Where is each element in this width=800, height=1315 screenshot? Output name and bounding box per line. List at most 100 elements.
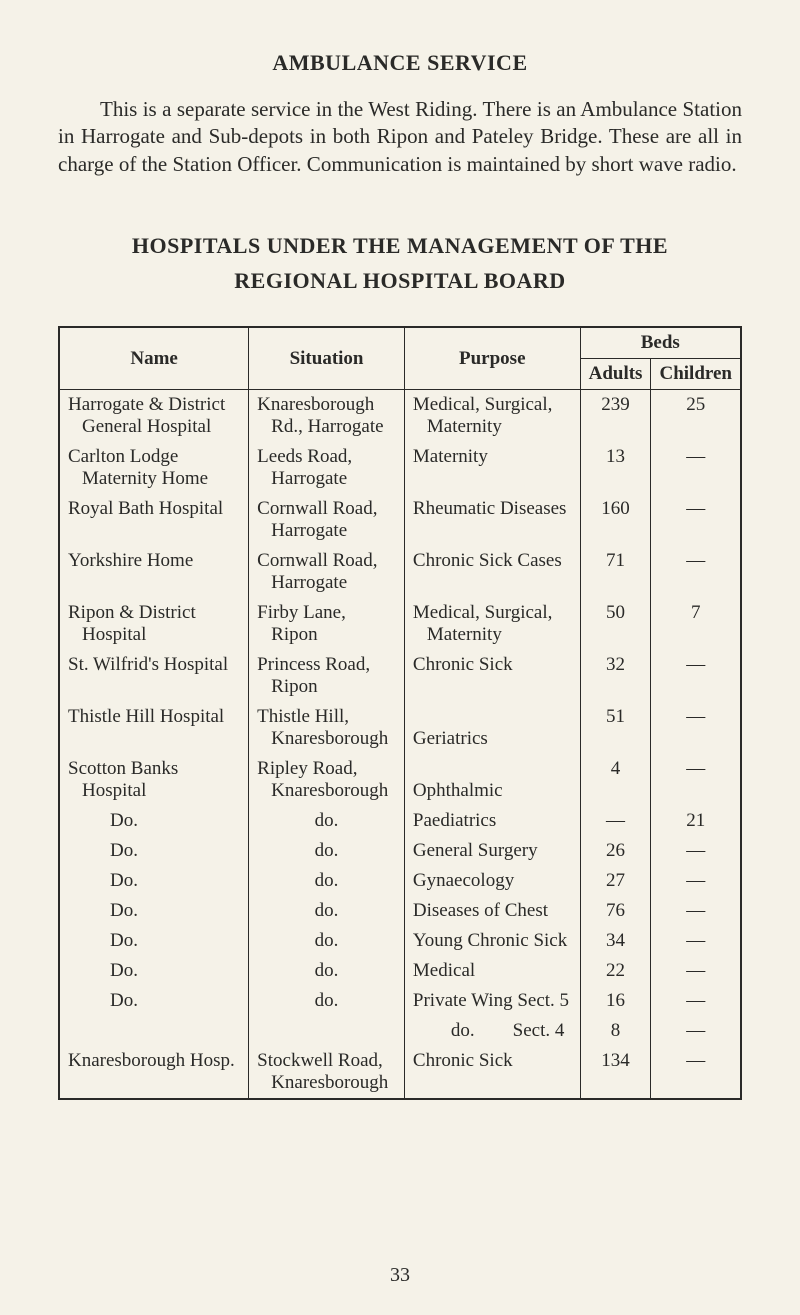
cell-situation: Cornwall Road,Harrogate <box>249 494 405 546</box>
cell-children: — <box>651 896 741 926</box>
col-beds: Beds <box>580 327 741 359</box>
table-row: Do.do.Young Chronic Sick34— <box>59 926 741 956</box>
cell-name: Do. <box>59 986 249 1016</box>
table-row: Do.do.Diseases of Chest76— <box>59 896 741 926</box>
cell-children: — <box>651 926 741 956</box>
col-purpose: Purpose <box>404 327 580 390</box>
cell-situation: do. <box>249 986 405 1016</box>
cell-name: Do. <box>59 896 249 926</box>
cell-situation: do. <box>249 866 405 896</box>
cell-name: Do. <box>59 836 249 866</box>
cell-purpose: Maternity <box>404 442 580 494</box>
table-row: Knaresborough Hosp.Stockwell Road,Knares… <box>59 1046 741 1099</box>
cell-adults: 13 <box>580 442 651 494</box>
cell-children: 25 <box>651 390 741 443</box>
subheading-line1: HOSPITALS UNDER THE MANAGEMENT OF THE <box>58 228 742 263</box>
table-row: Ripon & DistrictHospitalFirby Lane,Ripon… <box>59 598 741 650</box>
col-situation: Situation <box>249 327 405 390</box>
cell-children: 21 <box>651 806 741 836</box>
ambulance-paragraph: This is a separate service in the West R… <box>58 96 742 178</box>
table-row: Do.do.Medical22— <box>59 956 741 986</box>
cell-children: — <box>651 494 741 546</box>
cell-name: St. Wilfrid's Hospital <box>59 650 249 702</box>
cell-adults: 32 <box>580 650 651 702</box>
table-row: Do.do.Private Wing Sect. 516— <box>59 986 741 1016</box>
cell-situation: Princess Road,Ripon <box>249 650 405 702</box>
cell-purpose: Paediatrics <box>404 806 580 836</box>
hospitals-table: Name Situation Purpose Beds Adults Child… <box>58 326 742 1100</box>
cell-situation: Stockwell Road,Knaresborough <box>249 1046 405 1099</box>
cell-purpose: Rheumatic Diseases <box>404 494 580 546</box>
cell-purpose: Chronic Sick <box>404 1046 580 1099</box>
cell-children: — <box>651 702 741 754</box>
cell-adults: 26 <box>580 836 651 866</box>
cell-situation: do. <box>249 836 405 866</box>
cell-name: Royal Bath Hospital <box>59 494 249 546</box>
cell-adults: 16 <box>580 986 651 1016</box>
cell-purpose: Gynaecology <box>404 866 580 896</box>
cell-adults: 4 <box>580 754 651 806</box>
cell-name: Ripon & DistrictHospital <box>59 598 249 650</box>
cell-children: 7 <box>651 598 741 650</box>
table-row: do. Sect. 48— <box>59 1016 741 1046</box>
table-row: Do.do.General Surgery26— <box>59 836 741 866</box>
cell-adults: 34 <box>580 926 651 956</box>
cell-children: — <box>651 754 741 806</box>
page-number: 33 <box>0 1264 800 1287</box>
cell-purpose: Private Wing Sect. 5 <box>404 986 580 1016</box>
cell-name: Do. <box>59 926 249 956</box>
cell-purpose: Ophthalmic <box>404 754 580 806</box>
cell-name: Harrogate & DistrictGeneral Hospital <box>59 390 249 443</box>
cell-situation: do. <box>249 926 405 956</box>
cell-purpose: Medical <box>404 956 580 986</box>
cell-children: — <box>651 836 741 866</box>
cell-children: — <box>651 1046 741 1099</box>
cell-purpose: Young Chronic Sick <box>404 926 580 956</box>
cell-name <box>59 1016 249 1046</box>
cell-situation: Cornwall Road,Harrogate <box>249 546 405 598</box>
cell-name: Do. <box>59 956 249 986</box>
cell-situation: Ripley Road,Knaresborough <box>249 754 405 806</box>
table-row: Carlton LodgeMaternity HomeLeeds Road,Ha… <box>59 442 741 494</box>
cell-children: — <box>651 986 741 1016</box>
cell-adults: 134 <box>580 1046 651 1099</box>
cell-name: Carlton LodgeMaternity Home <box>59 442 249 494</box>
cell-purpose: General Surgery <box>404 836 580 866</box>
cell-situation: do. <box>249 956 405 986</box>
cell-purpose: Medical, Surgical,Maternity <box>404 598 580 650</box>
cell-adults: 160 <box>580 494 651 546</box>
cell-children: — <box>651 546 741 598</box>
cell-situation: KnaresboroughRd., Harrogate <box>249 390 405 443</box>
cell-purpose: Diseases of Chest <box>404 896 580 926</box>
cell-children: — <box>651 866 741 896</box>
cell-adults: 50 <box>580 598 651 650</box>
table-row: Do.do.Gynaecology27— <box>59 866 741 896</box>
table-heading: HOSPITALS UNDER THE MANAGEMENT OF THE RE… <box>58 228 742 298</box>
cell-situation: do. <box>249 806 405 836</box>
cell-adults: 239 <box>580 390 651 443</box>
cell-name: Yorkshire Home <box>59 546 249 598</box>
table-row: St. Wilfrid's HospitalPrincess Road,Ripo… <box>59 650 741 702</box>
cell-purpose: Chronic Sick Cases <box>404 546 580 598</box>
cell-name: Thistle Hill Hospital <box>59 702 249 754</box>
table-row: Thistle Hill HospitalThistle Hill,Knares… <box>59 702 741 754</box>
cell-purpose: Geriatrics <box>404 702 580 754</box>
cell-situation: Firby Lane,Ripon <box>249 598 405 650</box>
cell-purpose: Medical, Surgical,Maternity <box>404 390 580 443</box>
cell-purpose: Chronic Sick <box>404 650 580 702</box>
table-row: Scotton BanksHospitalRipley Road,Knaresb… <box>59 754 741 806</box>
cell-children: — <box>651 956 741 986</box>
cell-situation: Thistle Hill,Knaresborough <box>249 702 405 754</box>
cell-children: — <box>651 650 741 702</box>
table-row: Harrogate & DistrictGeneral HospitalKnar… <box>59 390 741 443</box>
table-row: Yorkshire HomeCornwall Road,HarrogateChr… <box>59 546 741 598</box>
col-adults: Adults <box>580 359 651 390</box>
table-body: Harrogate & DistrictGeneral HospitalKnar… <box>59 390 741 1100</box>
table-row: Royal Bath HospitalCornwall Road,Harroga… <box>59 494 741 546</box>
cell-adults: 51 <box>580 702 651 754</box>
cell-name: Scotton BanksHospital <box>59 754 249 806</box>
subheading-line2: REGIONAL HOSPITAL BOARD <box>58 263 742 298</box>
cell-adults: 76 <box>580 896 651 926</box>
cell-children: — <box>651 1016 741 1046</box>
cell-adults: 71 <box>580 546 651 598</box>
